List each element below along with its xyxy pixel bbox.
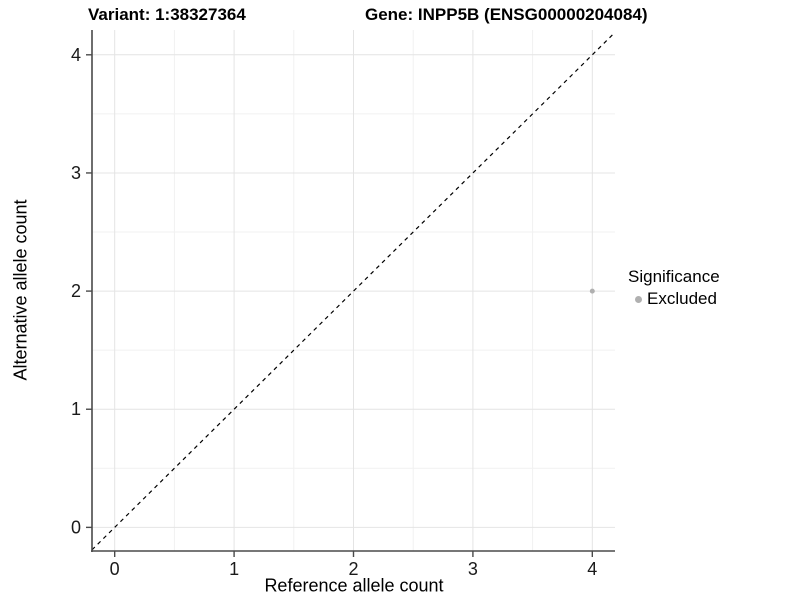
x-axis-title: Reference allele count [264,575,444,596]
x-tick-label: 2 [348,559,358,579]
y-tick-label: 0 [71,517,81,537]
x-tick-label: 3 [468,559,478,579]
x-tick-label: 4 [587,559,597,579]
y-tick-label: 2 [71,281,81,301]
legend-swatch-excluded-icon [635,295,642,303]
y-tick-label: 4 [71,45,81,65]
legend-entry-label: Excluded [647,289,717,308]
legend-title: Significance [628,267,720,286]
y-axis-title: Alternative allele count [10,199,31,381]
y-tick-label: 3 [71,163,81,183]
x-tick-label: 1 [229,559,239,579]
identity-dashed-line [91,31,616,551]
legend-entry-excluded: Excluded [628,289,720,309]
data-point-excluded [589,288,595,294]
legend: Significance Excluded [628,267,720,309]
plot-title-variant: Variant: 1:38327364 [88,5,246,24]
plot-title-gene: Gene: INPP5B (ENSG00000204084) [365,5,648,24]
y-tick-label: 1 [71,399,81,419]
x-tick-label: 0 [110,559,120,579]
